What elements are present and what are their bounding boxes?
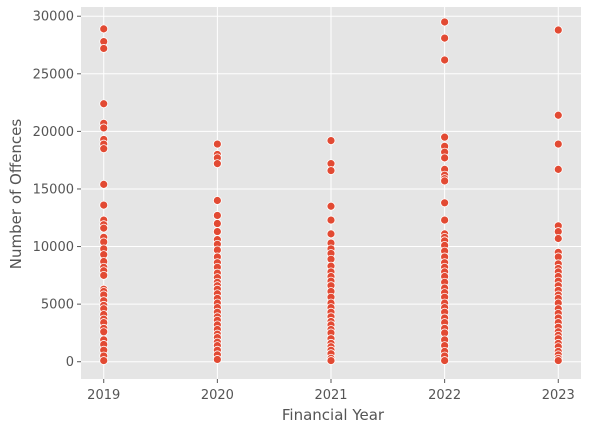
data-point (326, 229, 336, 239)
data-point (326, 166, 336, 175)
data-point (212, 196, 222, 205)
data-point (553, 110, 563, 120)
data-point (326, 201, 336, 211)
x-tick-label: 2019 (87, 388, 120, 403)
data-point (212, 219, 222, 228)
data-point (553, 234, 563, 243)
y-tick-label: 25000 (33, 67, 74, 82)
y-axis-label: Number of Offences (7, 119, 25, 270)
data-point (326, 356, 336, 365)
data-point (99, 123, 109, 133)
x-tick-label: 2020 (201, 388, 234, 403)
data-point (99, 223, 109, 233)
x-tick-label: 2022 (428, 388, 461, 403)
x-tick-labels: 2019 2020 2021 2022 2023 (87, 388, 575, 403)
data-point (440, 215, 450, 225)
data-point (553, 164, 563, 174)
data-point (212, 227, 222, 236)
data-point (440, 198, 450, 208)
data-point (326, 215, 336, 225)
data-point (326, 136, 336, 145)
x-axis-label: Financial Year (282, 406, 385, 424)
data-point (440, 17, 450, 27)
data-point (99, 24, 109, 34)
data-point (99, 200, 109, 210)
y-tick-label: 15000 (33, 182, 74, 197)
data-point (440, 153, 450, 163)
x-tick-label: 2023 (542, 388, 575, 403)
data-point (212, 211, 222, 220)
y-tick-label: 20000 (33, 125, 74, 140)
data-point (99, 356, 109, 365)
y-tick-labels: 0 5000 10000 15000 20000 25000 30000 (33, 10, 74, 371)
data-point (440, 356, 450, 365)
data-point (553, 25, 563, 35)
data-point (553, 356, 563, 365)
data-point (99, 99, 109, 109)
x-tick-label: 2021 (314, 388, 347, 403)
data-point (212, 139, 222, 149)
data-point (99, 44, 109, 53)
data-point (212, 159, 222, 169)
data-point (212, 355, 222, 364)
y-tick-label: 0 (66, 355, 74, 370)
data-point (440, 132, 450, 142)
data-point (440, 55, 450, 65)
y-tick-label: 30000 (33, 10, 74, 25)
data-point (99, 144, 109, 154)
data-point (99, 327, 109, 337)
data-points (99, 17, 563, 365)
y-tick-label: 10000 (33, 240, 74, 255)
y-tick-label: 5000 (41, 298, 74, 313)
data-point (440, 33, 450, 43)
data-point (99, 270, 109, 280)
data-point (553, 139, 563, 149)
data-point (99, 179, 109, 189)
data-point (440, 176, 450, 186)
